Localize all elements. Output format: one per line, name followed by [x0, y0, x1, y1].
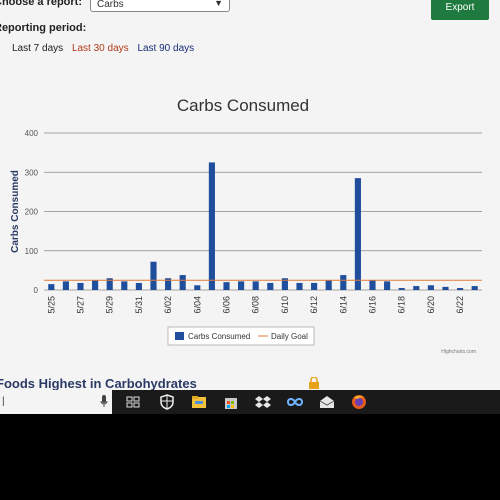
bar [281, 278, 288, 290]
x-tick-label: 6/02 [163, 296, 173, 314]
bar [384, 281, 391, 290]
x-tick-label: 6/06 [222, 296, 232, 314]
bar [369, 280, 376, 290]
bar [354, 178, 361, 290]
report-select[interactable]: Carbs ▼ [90, 0, 230, 12]
bar [135, 282, 142, 290]
period-link-7-days[interactable]: Last 7 days [12, 43, 64, 54]
x-tick-label: 6/18 [397, 296, 407, 314]
legend-swatch-carbs [175, 332, 184, 340]
bar [457, 288, 464, 290]
bar [340, 275, 347, 290]
bar [150, 261, 157, 290]
x-tick-label: 5/25 [46, 296, 56, 314]
legend-label-carbs: Carbs Consumed [188, 332, 250, 341]
dropbox-icon[interactable] [254, 393, 272, 411]
chart-credit: Highcharts.com [441, 349, 476, 355]
bar [179, 275, 186, 290]
export-button[interactable]: Export [431, 0, 489, 20]
x-tick-label: 6/20 [426, 296, 436, 314]
chart-title: Carbs Consumed [177, 96, 309, 115]
y-tick-label: 400 [25, 129, 39, 138]
microphone-icon[interactable] [100, 395, 108, 408]
bar [62, 281, 69, 290]
x-tick-label: 6/22 [455, 296, 465, 314]
legend-label-goal: Daily Goal [271, 332, 308, 341]
x-tick-label: 5/31 [134, 296, 144, 314]
report-toolbar: Choose a report: Carbs ▼ Export [0, 0, 500, 20]
lock-icon [309, 377, 319, 389]
bar [442, 286, 449, 290]
bar [471, 286, 478, 290]
report-label: Choose a report: [0, 0, 83, 8]
security-shield-icon[interactable] [158, 393, 176, 411]
bar [208, 162, 215, 290]
browser-page: Choose a report: Carbs ▼ Export Reportin… [0, 0, 500, 390]
x-tick-label: 6/16 [368, 296, 378, 314]
chevron-down-icon: ▼ [214, 0, 223, 8]
foods-highest-carbs-title: Foods Highest in Carbohydrates [0, 376, 197, 390]
x-tick-label: 6/10 [280, 296, 290, 314]
bar [223, 282, 230, 290]
taskbar-search-box[interactable]: | [0, 390, 112, 414]
infinity-icon[interactable] [286, 393, 304, 411]
bar [413, 286, 420, 290]
period-link-90-days[interactable]: Last 90 days [137, 43, 195, 54]
bar [252, 281, 259, 290]
windows-taskbar: | [0, 390, 500, 414]
firefox-icon[interactable] [350, 393, 368, 411]
y-tick-label: 300 [25, 168, 39, 177]
y-tick-label: 200 [25, 208, 39, 217]
x-tick-label: 5/29 [105, 296, 115, 314]
task-view-icon[interactable] [124, 393, 142, 411]
x-tick-label: 6/04 [192, 296, 202, 314]
bar [267, 282, 274, 290]
y-tick-label: 100 [25, 247, 39, 256]
carbs-chart: Carbs Consumed 0 100 200 300 400 Carbs Consume… [10, 96, 482, 355]
bar [77, 282, 84, 290]
bar [311, 282, 318, 290]
bar [48, 284, 55, 290]
bar [106, 278, 113, 290]
x-tick-label: 5/27 [76, 296, 86, 314]
x-tick-label: 6/12 [309, 296, 319, 314]
bar [92, 280, 99, 290]
reporting-period-label: Reporting period: [0, 22, 87, 34]
bar [238, 281, 245, 290]
bar [121, 281, 128, 290]
x-tick-label: 6/08 [251, 296, 261, 314]
period-link-30-days[interactable]: Last 30 days [71, 43, 129, 54]
legend-box [167, 326, 315, 346]
reporting-period-links: Last 7 days Last 30 days Last 90 days [12, 43, 200, 54]
bar [398, 288, 405, 290]
x-tick-label: 6/14 [338, 296, 348, 314]
bar [325, 280, 332, 290]
store-icon[interactable] [222, 393, 240, 411]
text-cursor: | [2, 396, 5, 407]
file-explorer-icon[interactable] [190, 393, 208, 411]
bar [194, 285, 201, 290]
y-tick-label: 0 [34, 286, 39, 295]
screen-bezel [0, 414, 500, 500]
bar [296, 282, 303, 290]
report-select-value: Carbs [97, 0, 124, 10]
mail-icon[interactable] [318, 393, 336, 411]
y-axis-label: Carbs Consumed [10, 170, 21, 253]
bar [427, 285, 434, 290]
bar [165, 278, 172, 290]
